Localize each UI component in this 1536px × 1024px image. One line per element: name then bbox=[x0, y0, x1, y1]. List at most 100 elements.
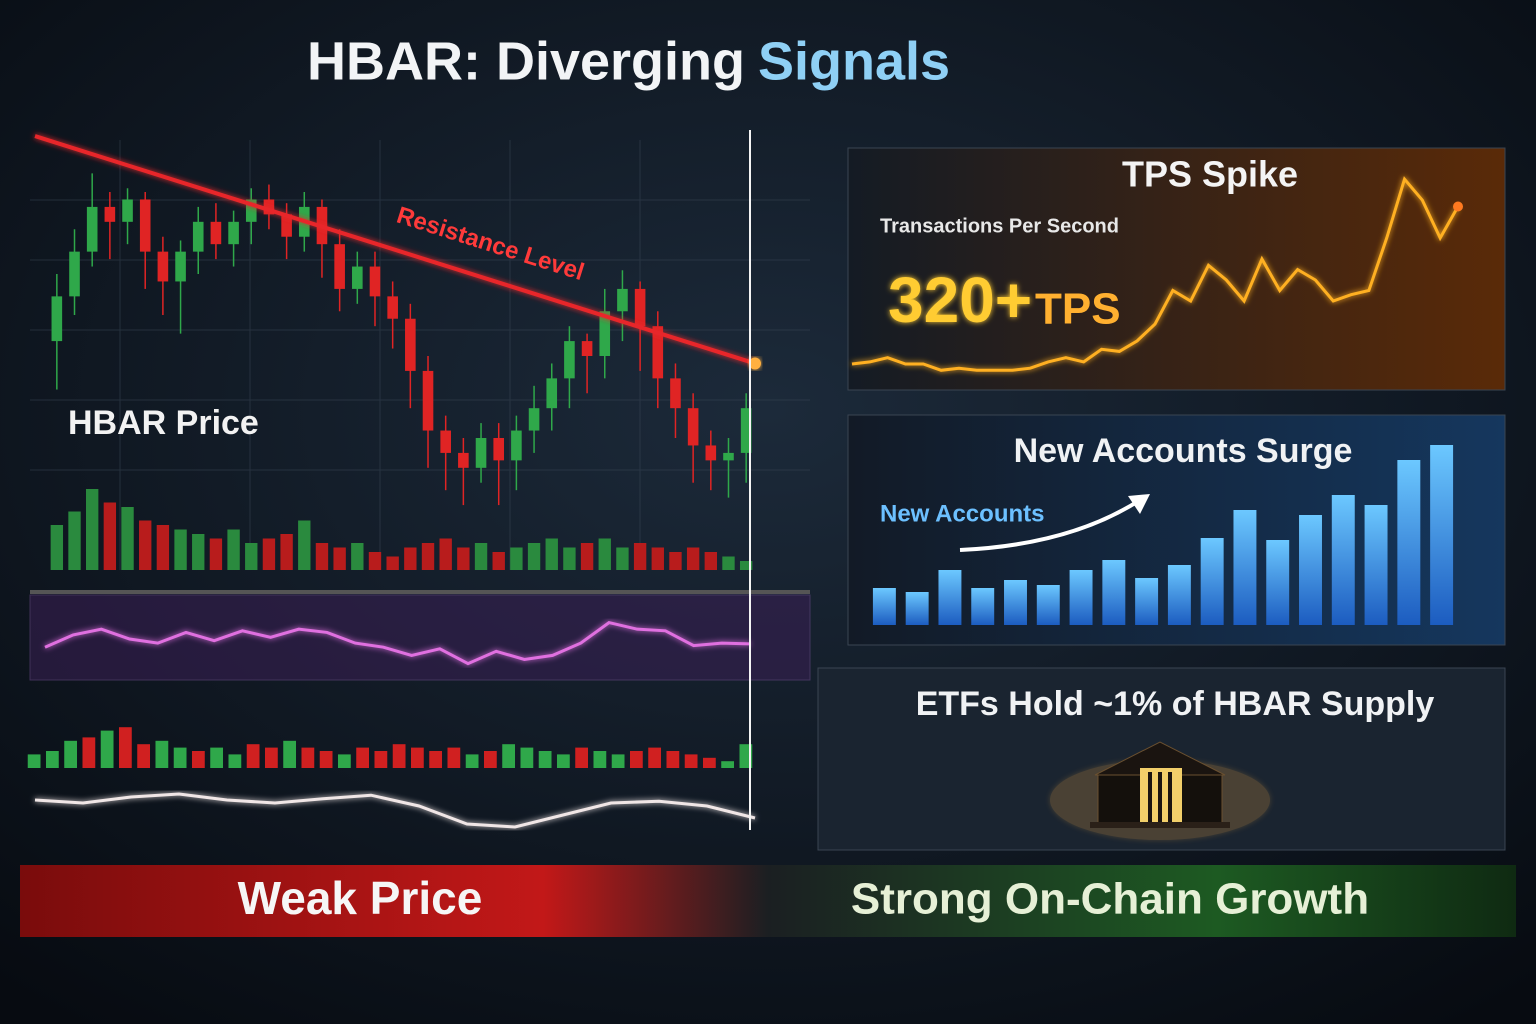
candle-body bbox=[705, 445, 717, 461]
bar bbox=[510, 547, 523, 570]
bar bbox=[527, 543, 541, 570]
candle-body bbox=[192, 221, 204, 252]
candle-body bbox=[475, 438, 487, 468]
bar bbox=[704, 552, 717, 570]
bar bbox=[520, 747, 534, 768]
bar bbox=[191, 751, 205, 768]
bar bbox=[1167, 565, 1191, 625]
bar bbox=[483, 751, 497, 768]
title-accent: Signals bbox=[758, 31, 950, 91]
bar bbox=[1069, 570, 1093, 625]
bar bbox=[1200, 538, 1224, 625]
arrow-head bbox=[1128, 494, 1150, 514]
candle-body bbox=[511, 430, 522, 461]
bar bbox=[1102, 560, 1126, 625]
bar bbox=[118, 727, 132, 768]
candle-body bbox=[281, 214, 292, 237]
bar bbox=[103, 502, 117, 570]
candle-body bbox=[422, 370, 434, 431]
bar bbox=[228, 754, 242, 768]
bar bbox=[246, 744, 260, 768]
bar bbox=[616, 547, 629, 570]
bar bbox=[1233, 510, 1257, 625]
bar bbox=[593, 751, 607, 768]
bar bbox=[721, 761, 735, 768]
candle-body bbox=[51, 296, 63, 342]
bar bbox=[611, 754, 625, 768]
panel-title: New Accounts Surge bbox=[1014, 432, 1353, 470]
footer-banner bbox=[20, 865, 1516, 937]
bar bbox=[386, 556, 399, 570]
line bbox=[44, 620, 751, 666]
bar bbox=[1299, 515, 1322, 625]
bar bbox=[319, 751, 333, 768]
bar bbox=[86, 489, 99, 570]
etf-text: ETFs Hold ~1% of HBAR Supply bbox=[916, 685, 1435, 723]
bar bbox=[301, 747, 315, 768]
bar bbox=[545, 538, 558, 570]
panel-label: New Accounts bbox=[880, 500, 1044, 527]
resistance-line bbox=[34, 134, 756, 366]
bar bbox=[905, 592, 929, 625]
bar bbox=[465, 754, 479, 768]
price-label: HBAR Price bbox=[68, 404, 259, 442]
bar bbox=[356, 747, 370, 768]
bar bbox=[139, 520, 152, 570]
candle-body bbox=[687, 408, 699, 446]
bar bbox=[938, 570, 962, 625]
bar bbox=[264, 747, 278, 768]
candle-body bbox=[405, 318, 416, 371]
bar bbox=[404, 547, 417, 570]
candle-body bbox=[104, 206, 116, 222]
bar bbox=[227, 529, 240, 570]
bar bbox=[374, 751, 388, 768]
bar bbox=[210, 747, 224, 768]
resistance-glow bbox=[749, 357, 761, 370]
bar bbox=[502, 744, 516, 768]
bar bbox=[702, 757, 716, 768]
bar bbox=[315, 543, 329, 570]
line bbox=[851, 176, 1460, 372]
candle-body bbox=[175, 251, 186, 282]
bar bbox=[872, 588, 896, 625]
bar bbox=[137, 744, 151, 768]
candle-body bbox=[245, 199, 257, 222]
bar bbox=[209, 538, 223, 570]
bar bbox=[27, 754, 41, 768]
bar bbox=[121, 507, 134, 570]
bar bbox=[629, 751, 643, 768]
candle-body bbox=[528, 408, 540, 431]
candle-body bbox=[69, 251, 80, 297]
bar bbox=[174, 529, 187, 570]
bar bbox=[1430, 445, 1454, 625]
growth-arrow bbox=[959, 498, 1142, 552]
line bbox=[34, 792, 756, 829]
bar bbox=[633, 543, 647, 570]
candle-body bbox=[723, 452, 734, 461]
bar bbox=[262, 538, 276, 570]
bar bbox=[447, 747, 461, 768]
footer-right: Strong On-Chain Growth bbox=[851, 875, 1369, 924]
bar bbox=[100, 730, 114, 768]
building-icon bbox=[1050, 741, 1270, 840]
bar bbox=[1364, 505, 1388, 625]
candle-body bbox=[493, 438, 505, 461]
candle-body bbox=[157, 251, 169, 282]
bar bbox=[64, 740, 78, 768]
candle-body bbox=[228, 221, 239, 245]
bar bbox=[50, 525, 64, 570]
end-dot bbox=[1453, 201, 1463, 212]
candle-body bbox=[458, 452, 469, 468]
candle-body bbox=[670, 378, 681, 409]
bar bbox=[68, 511, 81, 570]
candle-body bbox=[334, 244, 345, 289]
candle-body bbox=[387, 296, 398, 319]
bar bbox=[245, 543, 258, 570]
bar bbox=[368, 552, 382, 570]
bar bbox=[351, 543, 364, 570]
candle-body bbox=[263, 199, 275, 215]
candle-body bbox=[740, 408, 752, 453]
bar bbox=[580, 543, 594, 570]
bar bbox=[280, 534, 293, 570]
